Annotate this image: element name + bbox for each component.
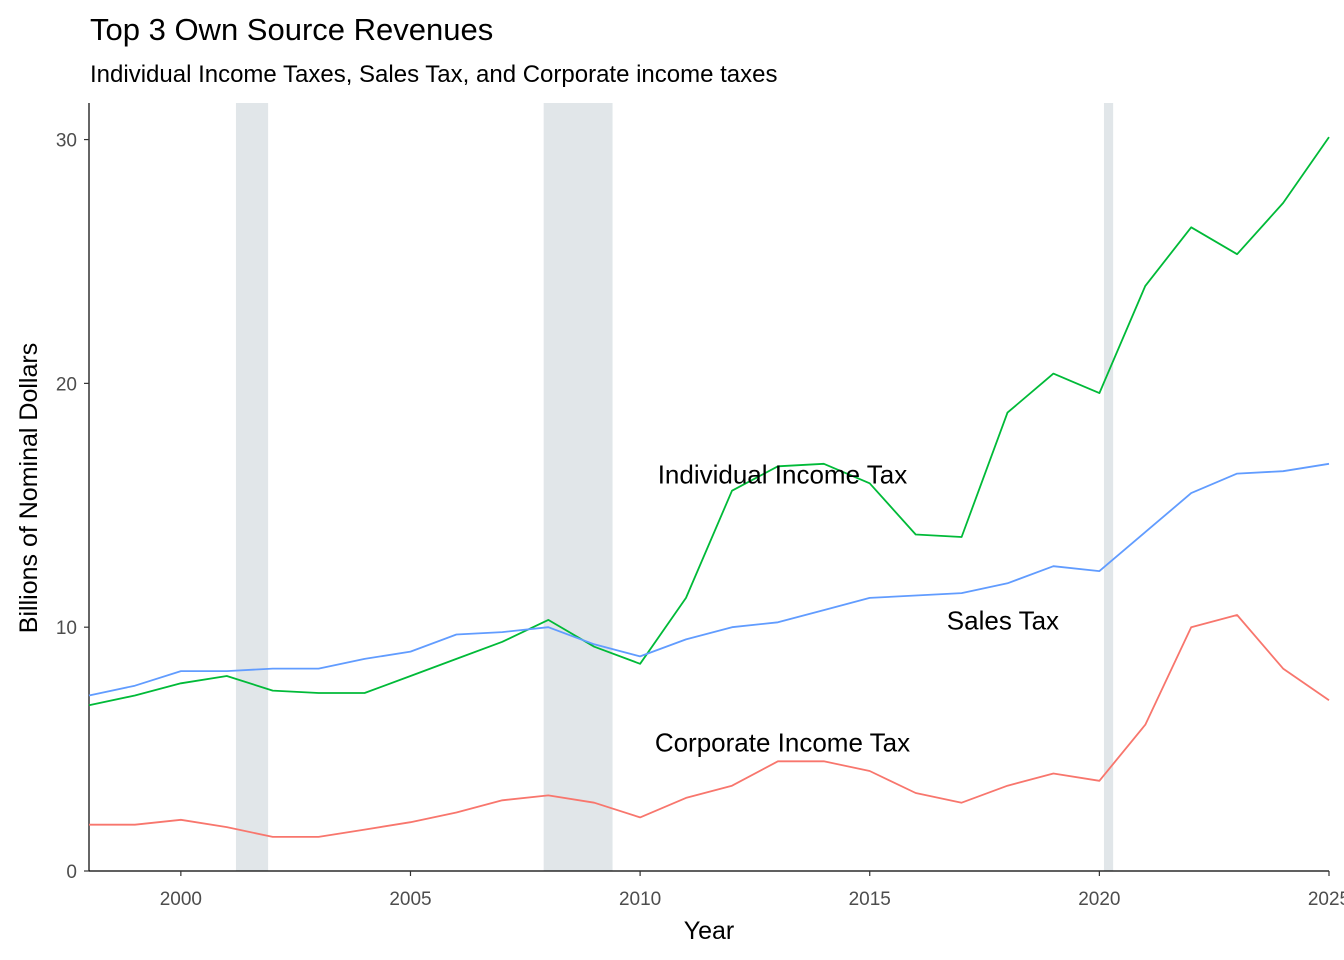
x-tick-label: 2015 bbox=[849, 889, 891, 910]
recession-band-2 bbox=[543, 103, 613, 871]
y-tick-label: 20 bbox=[56, 374, 77, 395]
chart-title: Top 3 Own Source Revenues bbox=[90, 12, 494, 47]
series-line-corporate-income-tax bbox=[89, 614, 1330, 838]
x-tick-label: 2020 bbox=[1078, 889, 1120, 910]
y-axis-title: Billions of Nominal Dollars bbox=[15, 343, 43, 633]
chart-subtitle: Individual Income Taxes, Sales Tax, and … bbox=[90, 61, 778, 88]
y-tick-label: 30 bbox=[56, 131, 77, 152]
x-tick-label: 2000 bbox=[160, 889, 202, 910]
series-line-sales-tax bbox=[88, 462, 1330, 697]
series-lines bbox=[88, 136, 1330, 838]
axes: 0 10 20 30 2000 2005 2010 2015 2020 2025 bbox=[56, 103, 1344, 910]
x-tick-label: 2025 bbox=[1308, 889, 1344, 910]
recession-band-3 bbox=[1103, 103, 1114, 871]
x-axis-title: Year bbox=[684, 917, 735, 945]
annotation-sales-tax: Sales Tax bbox=[947, 606, 1059, 636]
annotation-corporate-income-tax: Corporate Income Tax bbox=[655, 728, 910, 758]
recession-bands bbox=[235, 103, 1114, 871]
y-tick-label: 10 bbox=[56, 618, 77, 639]
recession-band-1 bbox=[235, 103, 269, 871]
y-tick-label: 0 bbox=[66, 862, 77, 883]
series-annotations: Individual Income Tax Sales Tax Corporate … bbox=[655, 459, 1059, 757]
x-tick-label: 2005 bbox=[389, 889, 431, 910]
annotation-individual-income-tax: Individual Income Tax bbox=[658, 459, 908, 489]
series-line-individual-income-tax bbox=[88, 136, 1330, 707]
x-tick-label: 2010 bbox=[619, 889, 661, 910]
